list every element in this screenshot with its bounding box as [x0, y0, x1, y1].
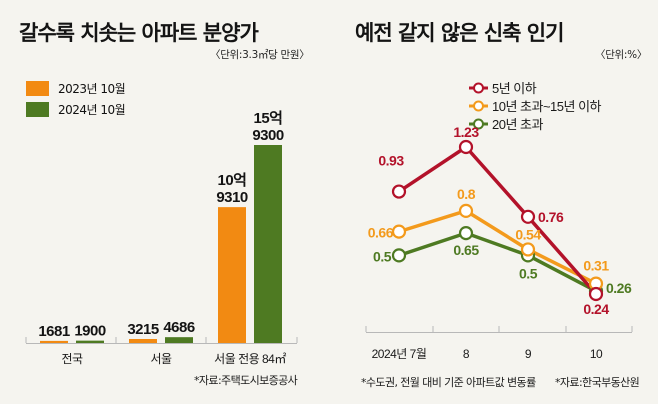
- bar-chart-title: 갈수록 치솟는 아파트 분양가: [19, 21, 259, 45]
- data-point: [391, 184, 407, 199]
- line-chart-title: 예전 같지 않은 신축 인기: [355, 21, 564, 45]
- data-point: [391, 248, 407, 263]
- data-label: 0.65: [453, 242, 479, 258]
- bar-value-label: 3215: [127, 321, 159, 338]
- data-label: 0.24: [583, 301, 609, 317]
- bar-value-label: 4686: [163, 319, 195, 336]
- x-tick-label: 서울: [150, 352, 172, 366]
- line-chart-footnote: *수도권, 전월 대비 기준 아파트값 변동률: [361, 376, 536, 389]
- bar-value-label: 15억: [254, 109, 283, 127]
- line-chart: 5년 이하 10년 초과~15년 이하 20년 초과 2024년 7월 8 9 10 0.…: [365, 81, 633, 361]
- data-point: [520, 209, 536, 224]
- data-label: 0.5: [519, 265, 538, 281]
- series-line-2: [398, 231, 597, 293]
- series-line-0: [398, 145, 598, 296]
- legend-marker-0: [473, 82, 484, 94]
- x-tick-label: 9: [525, 347, 532, 361]
- bar-0-0: [40, 340, 68, 343]
- bar-1-1: [165, 337, 193, 343]
- bar-2-0: [218, 207, 246, 343]
- bar-1-0: [129, 339, 157, 343]
- data-point: [588, 286, 604, 302]
- line-chart-unit: 〈단위:%〉: [595, 49, 648, 61]
- data-label: 0.76: [538, 209, 564, 225]
- bar-value-label: 10억: [218, 171, 247, 189]
- data-point: [458, 139, 474, 155]
- data-label: 0.5: [373, 248, 392, 264]
- data-label: 0.31: [583, 258, 609, 274]
- legend-swatch-orange: [26, 81, 49, 96]
- legend-item-2023: 2023년 10월: [26, 80, 126, 97]
- data-label: 0.66: [368, 225, 394, 241]
- bar-0-1: [76, 340, 104, 343]
- legend-label: 2023년 10월: [58, 82, 126, 96]
- bar-value-label: 9310: [216, 189, 248, 206]
- bar-chart-source: *자료:주택도시보증공사: [194, 374, 298, 387]
- data-point: [458, 203, 474, 218]
- data-label: 0.8: [457, 186, 476, 202]
- bar-chart-unit: 〈단위:3.3㎡당 만원〉: [210, 49, 310, 61]
- legend-label: 2024년 10월: [58, 103, 126, 117]
- x-tick-label: 2024년 7월: [372, 347, 427, 361]
- x-tick-label: 전국: [61, 352, 83, 366]
- legend-label: 5년 이하: [492, 81, 537, 96]
- data-point: [458, 226, 474, 241]
- data-point: [391, 224, 407, 239]
- bar-value-label: 9300: [252, 127, 284, 144]
- legend-label: 10년 초과~15년 이하: [492, 99, 602, 114]
- data-label: 0.54: [515, 226, 541, 242]
- x-tick-label: 8: [463, 347, 470, 361]
- legend-marker-1: [473, 100, 484, 112]
- legend-item-2024: 2024년 10월: [26, 101, 126, 118]
- data-label: 1.23: [453, 124, 479, 140]
- bar-2-1: [254, 145, 282, 343]
- data-label: 0.93: [378, 153, 404, 169]
- x-tick-label: 서울 전용 84㎡: [214, 352, 286, 366]
- legend-marker-2: [473, 118, 484, 130]
- data-point: [520, 242, 536, 257]
- legend-swatch-green: [26, 102, 49, 117]
- line-chart-source: *자료:한국부동산원: [555, 376, 640, 389]
- series-line-1: [398, 209, 597, 286]
- legend-label: 20년 초과: [492, 117, 543, 132]
- data-label: 0.26: [606, 280, 632, 296]
- bar-value-label: 1681: [38, 323, 70, 340]
- x-tick-label: 10: [590, 347, 603, 361]
- bar-value-label: 1900: [74, 323, 106, 340]
